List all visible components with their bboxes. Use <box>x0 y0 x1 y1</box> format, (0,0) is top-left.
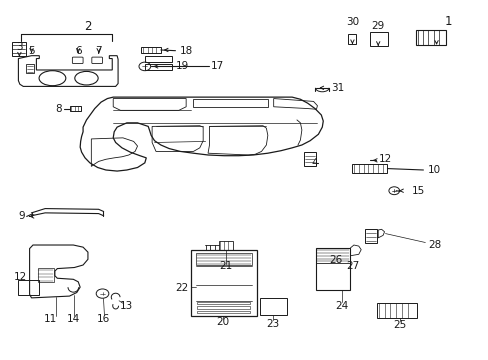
Text: 31: 31 <box>330 83 344 93</box>
Bar <box>347 34 356 44</box>
Text: 28: 28 <box>427 240 441 250</box>
Text: 29: 29 <box>371 21 384 31</box>
Text: 27: 27 <box>345 261 358 271</box>
Text: 12: 12 <box>14 272 27 282</box>
Text: 3: 3 <box>16 42 22 52</box>
Bar <box>144 64 171 70</box>
Text: 24: 24 <box>334 301 347 311</box>
Bar <box>12 42 26 56</box>
Bar <box>197 311 250 313</box>
Text: 23: 23 <box>265 319 279 329</box>
Text: 9: 9 <box>19 211 25 221</box>
Bar <box>316 248 349 290</box>
Text: 2: 2 <box>84 20 91 33</box>
Text: 17: 17 <box>211 61 224 71</box>
Text: 10: 10 <box>427 165 440 175</box>
Bar <box>365 229 376 243</box>
Text: 18: 18 <box>179 46 192 56</box>
Text: 6: 6 <box>75 46 81 56</box>
Text: 8: 8 <box>55 104 62 113</box>
Bar <box>19 280 39 295</box>
Bar <box>303 152 315 166</box>
Bar <box>196 252 251 265</box>
Text: 5: 5 <box>28 46 35 56</box>
Bar <box>197 302 250 304</box>
Text: 16: 16 <box>97 314 110 324</box>
Text: 11: 11 <box>43 314 57 324</box>
Text: 20: 20 <box>216 317 229 327</box>
Bar <box>26 64 34 73</box>
Bar <box>197 306 250 309</box>
Bar <box>260 298 286 315</box>
Text: 14: 14 <box>66 314 80 324</box>
Bar <box>144 56 171 62</box>
Text: 15: 15 <box>411 186 425 197</box>
Text: 30: 30 <box>345 17 358 27</box>
Text: 12: 12 <box>378 154 391 164</box>
Text: 19: 19 <box>175 62 188 71</box>
Bar <box>369 32 387 46</box>
Bar <box>141 47 161 53</box>
Text: 26: 26 <box>328 255 342 265</box>
Bar <box>219 241 232 249</box>
Text: 13: 13 <box>120 301 133 311</box>
Bar <box>352 163 386 173</box>
Text: 22: 22 <box>175 283 188 293</box>
Text: 25: 25 <box>393 320 406 330</box>
Bar <box>376 303 416 318</box>
Text: 1: 1 <box>444 14 451 27</box>
Bar <box>70 107 81 111</box>
Text: 7: 7 <box>95 46 102 56</box>
Bar <box>415 30 445 45</box>
Text: 21: 21 <box>219 261 232 271</box>
Text: 4: 4 <box>311 158 318 168</box>
